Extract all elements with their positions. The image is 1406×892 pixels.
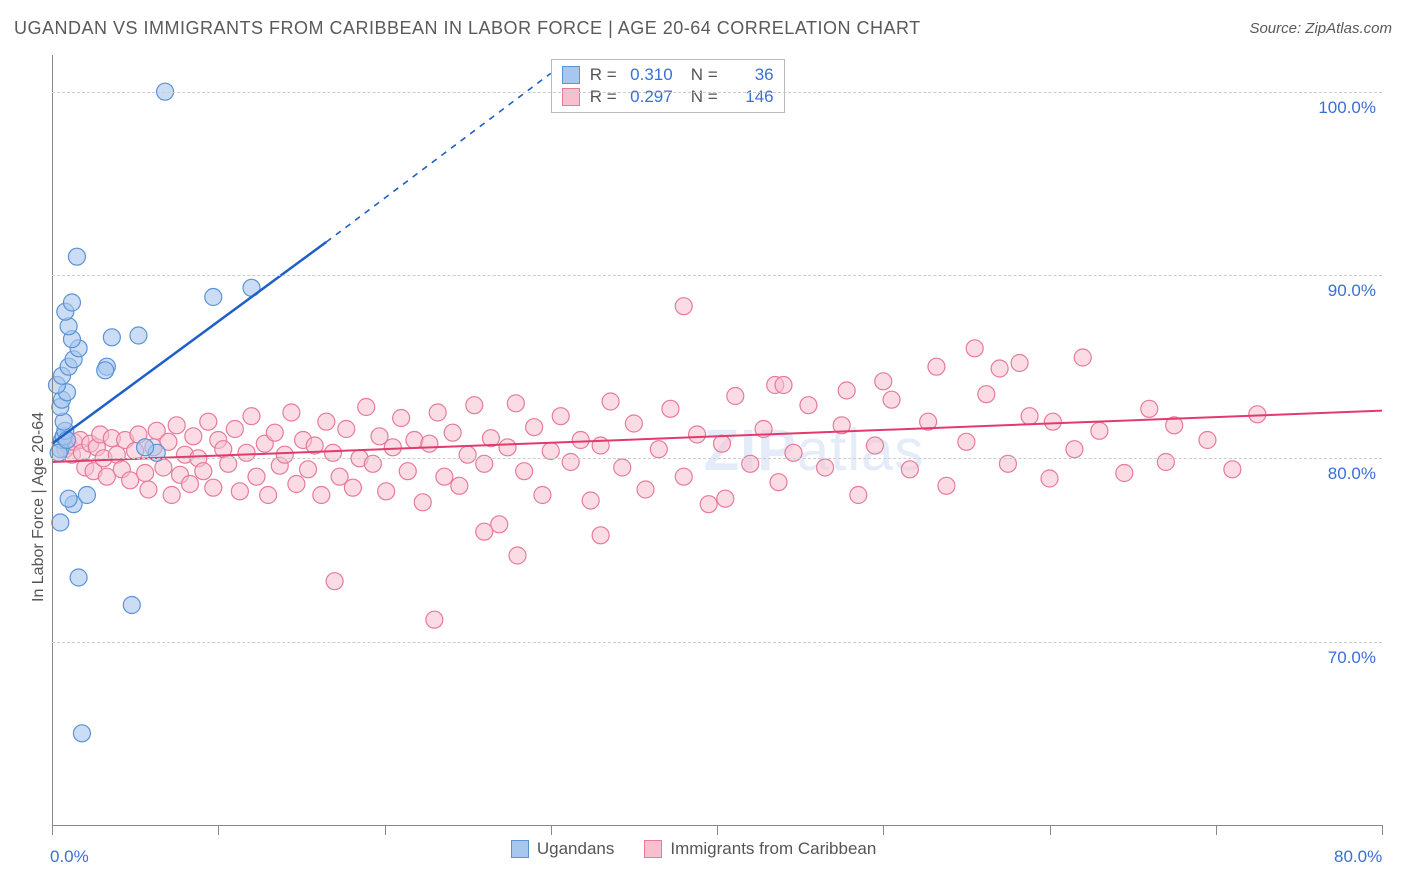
gridline xyxy=(52,275,1382,276)
swatch-icon xyxy=(644,840,662,858)
x-tick xyxy=(551,825,552,835)
legend-label: Ugandans xyxy=(537,839,615,859)
x-tick xyxy=(717,825,718,835)
x-tick xyxy=(883,825,884,835)
legend-bottom: Ugandans Immigrants from Caribbean xyxy=(511,839,876,859)
gridline xyxy=(52,92,1382,93)
y-tick-label: 80.0% xyxy=(1314,464,1376,484)
stats-row: R =0.310N =36 xyxy=(562,64,774,86)
swatch-icon xyxy=(562,66,580,84)
x-tick xyxy=(1216,825,1217,835)
y-tick-label: 90.0% xyxy=(1314,281,1376,301)
x-tick-label: 80.0% xyxy=(1334,847,1382,867)
y-tick-label: 100.0% xyxy=(1314,98,1376,118)
x-tick xyxy=(1382,825,1383,835)
scatter-plot xyxy=(0,0,1406,892)
y-tick-label: 70.0% xyxy=(1314,648,1376,668)
x-tick xyxy=(385,825,386,835)
x-tick xyxy=(52,825,53,835)
stats-legend-box: R =0.310N =36R =0.297N =146 xyxy=(551,59,785,113)
legend-item: Immigrants from Caribbean xyxy=(644,839,876,859)
stats-row: R =0.297N =146 xyxy=(562,86,774,108)
x-tick xyxy=(218,825,219,835)
legend-item: Ugandans xyxy=(511,839,615,859)
gridline xyxy=(52,642,1382,643)
gridline xyxy=(52,458,1382,459)
swatch-icon xyxy=(511,840,529,858)
x-tick xyxy=(1050,825,1051,835)
x-tick-label: 0.0% xyxy=(50,847,89,867)
legend-label: Immigrants from Caribbean xyxy=(670,839,876,859)
